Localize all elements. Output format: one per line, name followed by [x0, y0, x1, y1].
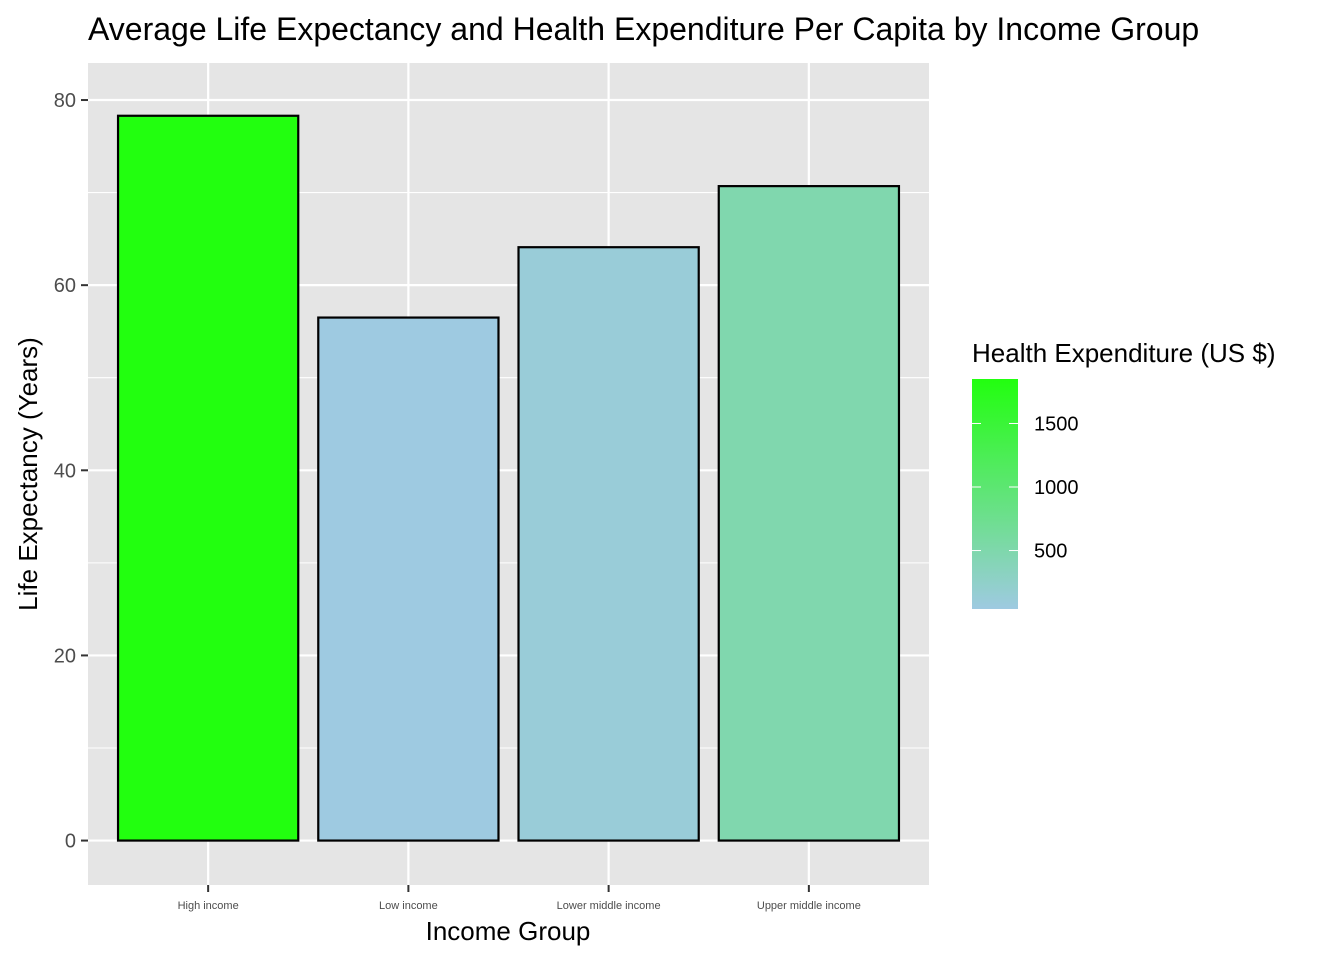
bars	[116, 114, 901, 842]
y-tick-label: 40	[54, 460, 76, 482]
legend-colorbar	[972, 379, 1018, 609]
legend-label: 1500	[1034, 413, 1079, 435]
chart-title: Average Life Expectancy and Health Expen…	[88, 11, 1199, 47]
x-axis: High income Low income Lower middle income…	[178, 885, 861, 912]
x-axis-title: Income Group	[426, 916, 591, 946]
x-tick-label: Upper middle income	[757, 900, 861, 912]
bar-low-income	[317, 316, 500, 842]
y-axis-title: Life Expectancy (Years)	[13, 337, 43, 611]
legend-ticks: 500 1000 1500	[972, 413, 1079, 563]
y-tick-label: 80	[54, 90, 76, 112]
x-tick-label: High income	[178, 900, 239, 912]
bar-upper-middle-income	[717, 185, 901, 842]
x-tick-label: Lower middle income	[557, 900, 661, 912]
legend-label: 500	[1034, 541, 1067, 563]
y-tick-label: 20	[54, 645, 76, 667]
y-axis: 0 20 40 60 80	[54, 90, 88, 853]
y-tick-label: 0	[65, 831, 76, 853]
x-tick-label: Low income	[379, 900, 438, 912]
legend-title: Health Expenditure (US $)	[972, 338, 1275, 368]
bar-lower-middle-income	[517, 246, 700, 842]
y-tick-label: 60	[54, 275, 76, 297]
legend-label: 1000	[1034, 477, 1079, 499]
legend: Health Expenditure (US $) 500 1000 1500	[972, 338, 1275, 609]
bar-high-income	[116, 114, 300, 842]
